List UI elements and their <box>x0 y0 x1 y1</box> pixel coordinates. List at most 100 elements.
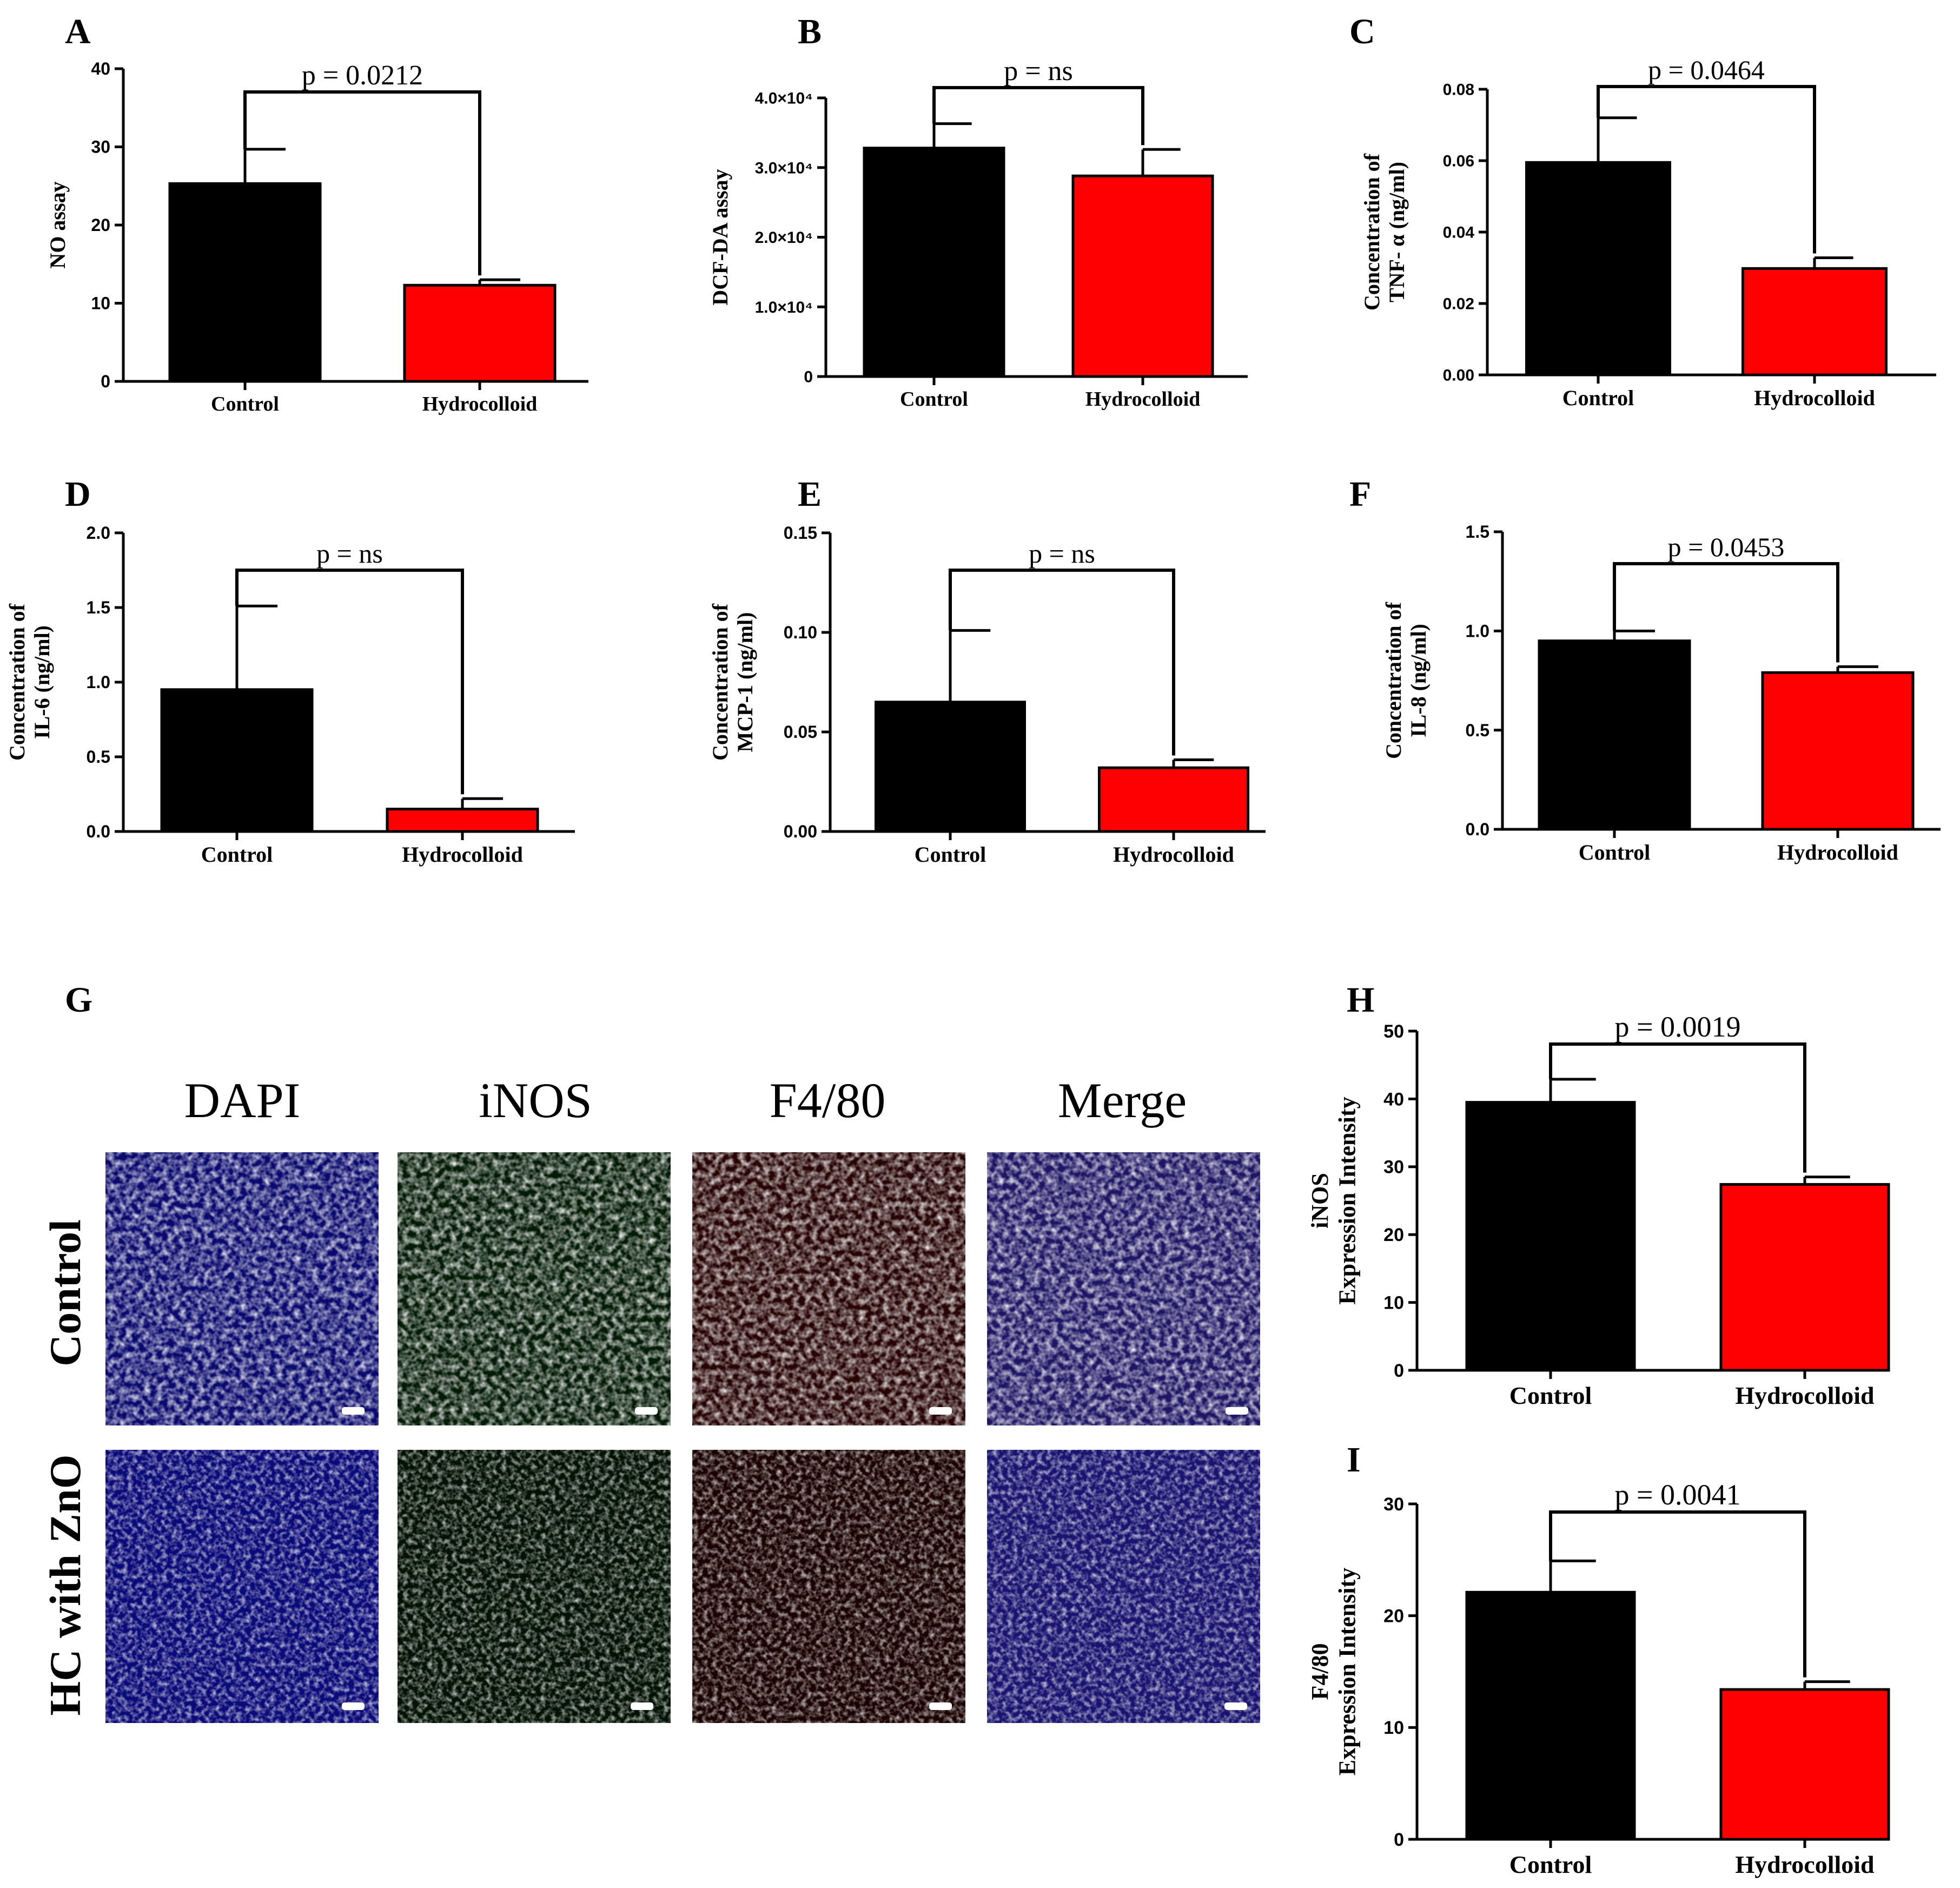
y-tick-label: 0.10 <box>784 623 817 642</box>
bar-hydrocolloid <box>403 283 557 383</box>
x-tick-label: Control <box>1562 386 1634 410</box>
y-tick-label: 10 <box>1383 1718 1404 1738</box>
x-tick-label: Control <box>1509 1851 1592 1878</box>
panel-letter-a: A <box>65 12 91 51</box>
y-tick-label: 30 <box>1383 1494 1404 1515</box>
bar-hydrocolloid <box>386 808 539 833</box>
bar-control <box>875 701 1026 833</box>
y-tick-label: 30 <box>91 137 110 157</box>
x-tick-label: Control <box>211 393 279 415</box>
panel-letter-e: E <box>798 474 822 514</box>
y-tick-label: 0 <box>101 372 110 391</box>
scale-bar <box>1224 1702 1247 1710</box>
y-tick-label: 0.00 <box>784 822 817 841</box>
panel-letter-h: H <box>1347 980 1374 1020</box>
p-value-label: p = 0.0453 <box>1668 532 1785 562</box>
y-tick-label: 30 <box>1383 1157 1404 1178</box>
bar-control <box>863 147 1005 378</box>
y-tick-label: 0.02 <box>1443 295 1474 313</box>
micrograph-control-merge <box>987 1152 1260 1425</box>
significance-bracket <box>949 569 1175 756</box>
p-value-label: p = ns <box>1004 56 1073 87</box>
scale-bar <box>635 1407 658 1415</box>
column-header-dapi: DAPI <box>184 1073 301 1128</box>
significance-bracket <box>932 86 1144 146</box>
x-tick-label: Control <box>201 842 273 867</box>
y-tick-label: 1.5 <box>1466 522 1489 542</box>
bar-control <box>1538 639 1691 831</box>
p-value-label: p = 0.0019 <box>1615 1011 1741 1043</box>
micrograph-control-f480 <box>692 1152 965 1425</box>
p-value-label: p = 0.0212 <box>302 60 423 91</box>
y-tick-label: 1.0×10⁴ <box>755 299 813 316</box>
y-tick-label: 0.08 <box>1443 81 1474 99</box>
column-header-inos: iNOS <box>479 1073 592 1128</box>
bar-hydrocolloid <box>1719 1183 1890 1372</box>
y-tick-label: 0.06 <box>1443 153 1474 170</box>
bar-hydrocolloid <box>1719 1688 1890 1841</box>
y-tick-label: 0.5 <box>87 747 110 767</box>
y-axis-label: IL-8 (ng/ml) <box>1406 624 1431 737</box>
chart-panel-b: 0 1.0×10⁴ 2.0×10⁴ 3.0×10⁴ 4.0×10⁴ Control Hydr… <box>708 56 1248 411</box>
p-value-label: p = ns <box>316 538 383 569</box>
bar-hydrocolloid <box>1071 174 1214 378</box>
y-tick-label: 20 <box>1383 1225 1404 1245</box>
p-value-label: p = 0.0041 <box>1615 1478 1741 1511</box>
panel-letter-i: I <box>1347 1440 1361 1480</box>
scale-bar <box>1226 1407 1248 1415</box>
y-tick-label: 0 <box>804 368 813 386</box>
x-tick-label: Hydrocolloid <box>1735 1382 1875 1409</box>
y-tick-label: 40 <box>91 59 110 78</box>
p-value-label: p = 0.0464 <box>1648 55 1765 85</box>
scale-bar <box>631 1702 653 1710</box>
y-tick-label: 0.0 <box>87 822 110 841</box>
y-tick-label: 50 <box>1383 1021 1404 1042</box>
panel-letter-d: D <box>65 474 91 514</box>
x-tick-label: Hydrocolloid <box>1085 388 1201 411</box>
y-tick-label: 20 <box>91 215 110 235</box>
y-axis-label: Concentration of <box>1360 153 1384 311</box>
significance-bracket <box>1597 85 1816 254</box>
significance-bracket <box>1613 562 1839 663</box>
micrograph-hc-f480 <box>692 1450 965 1723</box>
y-tick-label: 0.04 <box>1443 224 1475 242</box>
bar-control <box>1525 161 1671 377</box>
scale-bar <box>342 1407 365 1415</box>
p-value-label: p = ns <box>1029 538 1095 569</box>
y-tick-label: 1.0 <box>1466 622 1489 641</box>
bar-control <box>160 688 314 833</box>
chart-panel-a: 0 10 20 30 40 Control Hydrocolloid p = 0.0212 NO… <box>45 59 588 415</box>
y-tick-label: 20 <box>1383 1606 1404 1627</box>
x-tick-label: Hydrocolloid <box>1754 386 1875 410</box>
y-tick-label: 0.00 <box>1443 367 1474 385</box>
y-tick-label: 10 <box>1383 1293 1404 1313</box>
significance-bracket <box>235 569 464 795</box>
x-tick-label: Hydrocolloid <box>422 393 538 415</box>
micrograph-hc-dapi <box>105 1450 379 1723</box>
y-tick-label: 0 <box>1394 1361 1404 1381</box>
y-axis-label: Concentration of <box>5 603 29 761</box>
chart-panel-c: 0.00 0.02 0.04 0.06 0.08 Control Hydrocolloid p… <box>1360 55 1936 410</box>
y-axis-label: F4/80 <box>1307 1643 1333 1700</box>
panel-letter-g: G <box>65 980 92 1020</box>
micrograph-control-dapi <box>105 1152 379 1425</box>
x-tick-label: Control <box>1579 840 1651 864</box>
bar-hydrocolloid <box>1761 671 1915 831</box>
bar-hydrocolloid <box>1098 766 1249 833</box>
bar-control <box>1465 1101 1636 1372</box>
y-tick-label: 0.15 <box>784 523 817 543</box>
y-tick-label: 2.0 <box>87 523 110 543</box>
y-axis-label: MCP-1 (ng/ml) <box>733 612 757 752</box>
y-tick-label: 40 <box>1383 1089 1404 1110</box>
scale-bar <box>929 1702 952 1710</box>
y-tick-label: 0.0 <box>1466 820 1489 839</box>
chart-panel-e: 0.00 0.05 0.10 0.15 Control Hydrocolloid p = n… <box>708 523 1266 867</box>
x-tick-label: Hydrocolloid <box>402 842 523 867</box>
y-tick-label: 0.05 <box>784 722 817 742</box>
y-tick-label: 2.0×10⁴ <box>755 229 813 247</box>
column-header-merge: Merge <box>1058 1073 1187 1128</box>
x-tick-label: Hydrocolloid <box>1735 1851 1875 1878</box>
significance-bracket <box>1549 1510 1806 1678</box>
column-header-f480: F4/80 <box>770 1073 886 1128</box>
